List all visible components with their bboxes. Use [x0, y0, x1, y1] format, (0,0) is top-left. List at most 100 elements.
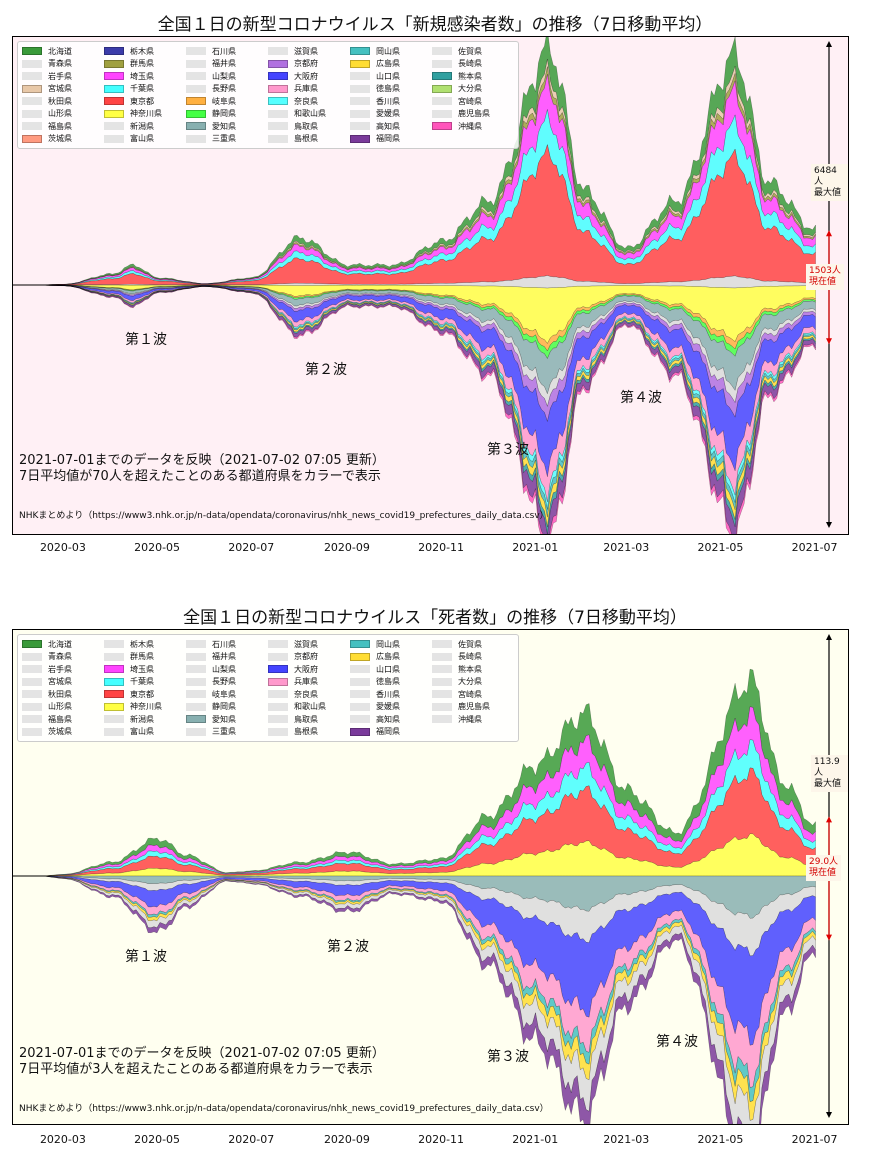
legend-swatch [268, 72, 288, 81]
legend-swatch [186, 59, 206, 68]
legend-label: 福島県 [48, 121, 72, 131]
legend-item: 福井県 [186, 651, 268, 664]
legend-swatch [186, 665, 206, 674]
legend-label: 京都府 [294, 652, 318, 662]
legend-item: 和歌山県 [268, 701, 350, 714]
stream-band-岐阜県 [40, 284, 816, 352]
legend-label: 鹿児島県 [458, 702, 490, 712]
x-tick-label: 2021-07 [791, 541, 838, 554]
legend-item: 鳥取県 [268, 120, 350, 133]
legend: 北海道 青森県 岩手県 宮城県 秋田県 山形県 福島県 茨城県 栃木県 群馬県 埼玉県 千葉県 東京都神… [17, 634, 519, 742]
legend-item: 石川県 [186, 45, 268, 58]
legend-label: 北海道 [48, 46, 72, 56]
x-tick-label: 2020-09 [323, 541, 370, 554]
legend-label: 熊本県 [458, 664, 482, 674]
legend-swatch [268, 727, 288, 736]
legend-swatch [432, 640, 452, 649]
legend-item: 宮崎県 [432, 688, 514, 701]
legend-label: 熊本県 [458, 71, 482, 81]
legend-swatch [104, 690, 124, 699]
stream-band-福岡県 [40, 284, 816, 534]
legend-item: 京都府 [268, 651, 350, 664]
legend-label: 広島県 [376, 652, 400, 662]
legend-label: 島根県 [294, 134, 318, 144]
legend-swatch [432, 715, 452, 724]
legend-item: 沖縄県 [432, 120, 514, 133]
legend-label: 兵庫県 [294, 677, 318, 687]
legend-swatch [268, 715, 288, 724]
legend-label: 青森県 [48, 59, 72, 69]
legend-item: 山形県 [22, 701, 104, 714]
wave-1-label: 第１波 [125, 949, 167, 965]
legend-swatch [350, 640, 370, 649]
legend-label: 秋田県 [48, 96, 72, 106]
legend-item: 香川県 [350, 95, 432, 108]
legend-item: 山口県 [350, 70, 432, 83]
stream-band-千葉県 [40, 109, 816, 286]
current-value: 1503人 [809, 266, 841, 276]
data-note-line1: 2021-07-01までのデータを反映（2021-07-02 07:05 更新） [19, 1046, 385, 1061]
legend-item: 茨城県 [22, 133, 104, 146]
legend-item: 島根県 [268, 726, 350, 739]
legend-swatch [186, 652, 206, 661]
legend-label: 岡山県 [376, 639, 400, 649]
legend-item: 滋賀県 [268, 638, 350, 651]
legend-item: 埼玉県 [104, 70, 186, 83]
legend-item: 青森県 [22, 58, 104, 71]
legend-swatch [186, 122, 206, 131]
legend-label: 埼玉県 [130, 664, 154, 674]
legend-label: 長野県 [212, 84, 236, 94]
legend-item: 宮城県 [22, 676, 104, 689]
legend-label: 宮崎県 [458, 689, 482, 699]
legend-item: 群馬県 [104, 651, 186, 664]
legend-item: 秋田県 [22, 95, 104, 108]
legend-label: 滋賀県 [294, 639, 318, 649]
legend-item: 長崎県 [432, 58, 514, 71]
legend-swatch [350, 97, 370, 106]
legend-label: 岩手県 [48, 71, 72, 81]
legend-label: 東京都 [130, 96, 154, 106]
legend-item: 高知県 [350, 713, 432, 726]
x-tick-label: 2020-03 [39, 1133, 86, 1146]
legend-label: 石川県 [212, 46, 236, 56]
legend-item: 大分県 [432, 676, 514, 689]
legend-swatch [432, 109, 452, 118]
legend-item: 沖縄県 [432, 713, 514, 726]
legend-item: 静岡県 [186, 108, 268, 121]
legend-item: 高知県 [350, 120, 432, 133]
data-note-line1: 2021-07-01までのデータを反映（2021-07-02 07:05 更新） [19, 453, 385, 468]
x-tick-label: 2020-05 [134, 1133, 181, 1146]
legend-item: 山口県 [350, 663, 432, 676]
legend-swatch [432, 47, 452, 56]
max-label: 最大値 [814, 779, 842, 789]
chart-title: 全国１日の新型コロナウイルス「死者数」の推移（7日移動平均） [183, 608, 687, 628]
legend-label: 愛知県 [212, 121, 236, 131]
legend-swatch [432, 72, 452, 81]
legend-swatch [186, 72, 206, 81]
source-note: NHKまとめより（https://www3.nhk.or.jp/n-data/o… [19, 511, 549, 521]
legend-label: 長崎県 [458, 59, 482, 69]
legend-label: 宮城県 [48, 84, 72, 94]
legend-item: 栃木県 [104, 638, 186, 651]
stream-band-大阪府 [40, 875, 816, 1046]
legend-label: 佐賀県 [458, 639, 482, 649]
x-tick-label: 2021-01 [512, 1133, 559, 1146]
x-axis: 2020-03 2020-05 2020-07 2020-09 2020-11 2021-… [0, 541, 870, 557]
stream-band-沖縄県 [40, 284, 816, 534]
legend-swatch [22, 122, 42, 131]
x-tick-label: 2021-05 [697, 1133, 744, 1146]
legend-swatch [104, 72, 124, 81]
x-tick-label: 2020-09 [323, 1133, 370, 1146]
legend-swatch [186, 690, 206, 699]
legend-swatch [104, 134, 124, 143]
deaths-panel: 全国１日の新型コロナウイルス「死者数」の推移（7日移動平均） 北海道 青森県 岩手県… [0, 595, 870, 1161]
legend-swatch [22, 702, 42, 711]
legend-item: 山形県 [22, 108, 104, 121]
x-axis: 2020-03 2020-05 2020-07 2020-09 2020-11 2021-… [0, 1133, 870, 1149]
legend-swatch [22, 84, 42, 93]
legend-swatch [268, 97, 288, 106]
legend-item: 愛知県 [186, 120, 268, 133]
legend-swatch [186, 47, 206, 56]
legend-label: 鹿児島県 [458, 109, 490, 119]
current-label: 現在値 [809, 277, 837, 287]
